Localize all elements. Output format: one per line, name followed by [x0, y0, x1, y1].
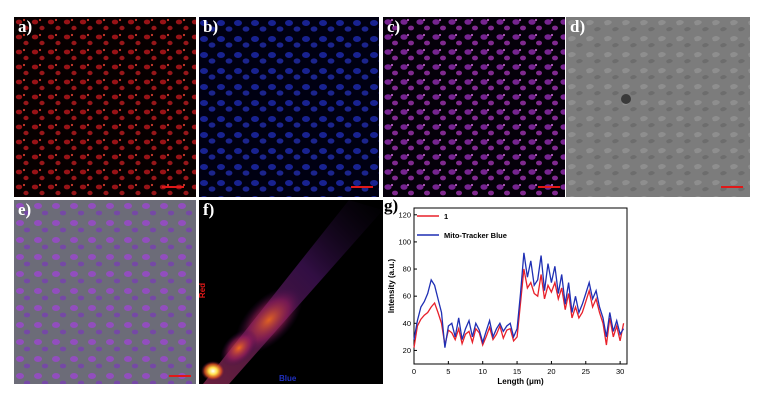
y-axis-label: Intensity (a.u.) [387, 259, 396, 314]
panel-b-blue-channel: b) [199, 17, 379, 197]
x-tick-label: 20 [547, 367, 555, 376]
cell-field-overlay [14, 200, 196, 384]
scale-bar [721, 186, 743, 188]
x-axis-label: Length (μm) [497, 377, 544, 386]
panel-label-a: a) [18, 17, 33, 36]
y-tick-label: 40 [403, 319, 411, 328]
panel-c-merge: c) [383, 17, 565, 197]
panel-label-c: c) [387, 17, 401, 36]
cell-field-blue [199, 17, 379, 197]
scale-bar [162, 186, 184, 188]
panel-label-b: b) [203, 17, 219, 36]
x-tick-label: 25 [582, 367, 590, 376]
x-tick-label: 10 [479, 367, 487, 376]
panel-label-e: e) [18, 200, 32, 219]
intensity-line-chart: 0 5 10 15 20 25 30 20 40 60 80 100 120 Length (μm) Int… [387, 207, 628, 386]
series-line-red [413, 268, 625, 348]
cell-field-brightfield [566, 17, 750, 197]
axis-label-blue: Blue [279, 374, 297, 383]
x-tick-label: 15 [513, 367, 521, 376]
panel-e-overlay: e) [14, 200, 196, 384]
colocalization-scatter [201, 200, 383, 384]
series-line-blue [413, 252, 625, 348]
panel-d-brightfield: d) [566, 17, 750, 197]
y-tick-label: 80 [403, 265, 411, 274]
cell-field-red [14, 17, 196, 197]
legend-label: Mito-Tracker Blue [444, 231, 507, 240]
scale-bar [351, 186, 373, 188]
cell-field-merge [383, 17, 565, 197]
panel-f-colocalization: f) Red Blue [199, 200, 383, 384]
legend-label: 1 [444, 212, 448, 221]
panel-label-f: f) [203, 200, 215, 219]
panel-g-line-profile: g) 0 5 10 15 20 25 30 20 40 60 80 100 120 Length (μm)… [382, 196, 766, 404]
panel-label-g: g) [384, 196, 399, 215]
y-tick-label: 20 [403, 346, 411, 355]
y-tick-label: 120 [398, 210, 411, 219]
y-tick-label: 100 [398, 237, 411, 246]
scale-bar [538, 186, 560, 188]
panel-a-red-channel: a) [14, 17, 196, 197]
x-tick-label: 5 [446, 367, 450, 376]
x-tick-label: 0 [412, 367, 416, 376]
scale-bar [169, 375, 191, 377]
x-tick-label: 30 [616, 367, 624, 376]
panel-label-d: d) [570, 17, 586, 36]
axis-label-red: Red [199, 282, 208, 299]
y-tick-label: 60 [403, 292, 411, 301]
